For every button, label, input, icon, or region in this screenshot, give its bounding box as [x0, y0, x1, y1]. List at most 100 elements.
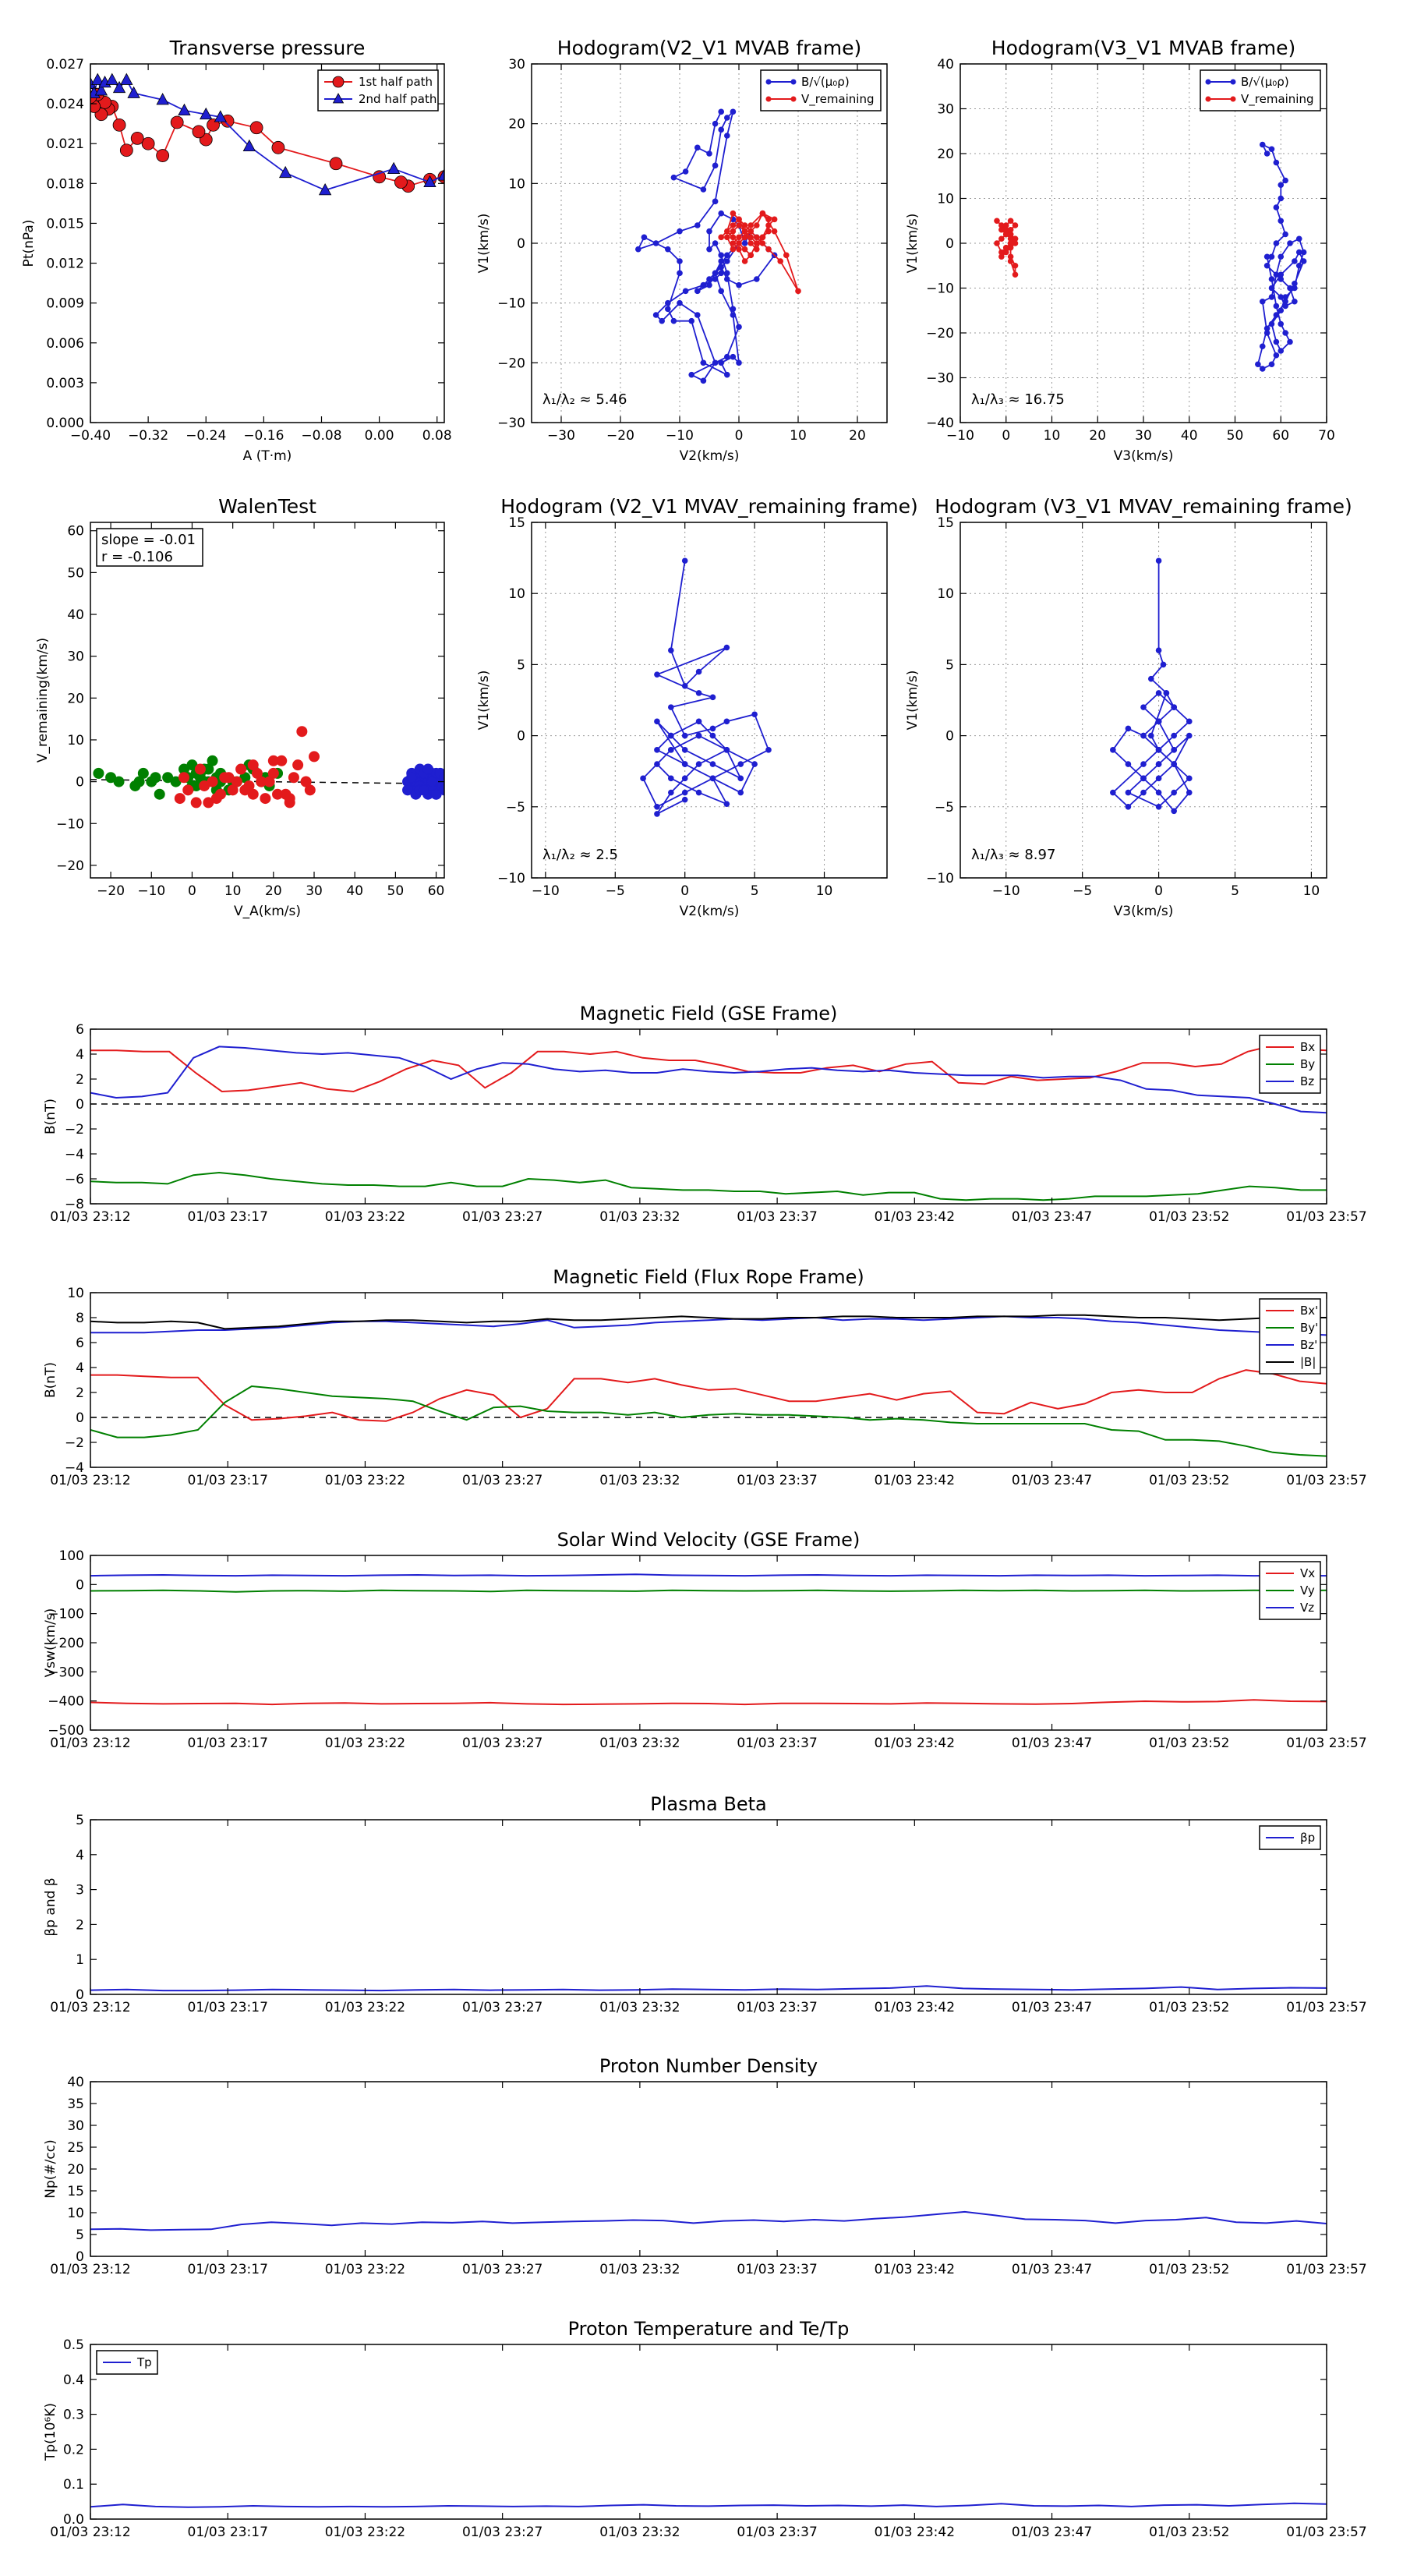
x-tick-label: 01/03 23:17 — [188, 1209, 268, 1225]
data-point — [1171, 747, 1177, 753]
data-point — [1300, 258, 1307, 264]
y-tick-label: 8 — [76, 1311, 84, 1326]
data-point — [741, 246, 748, 253]
data-point — [430, 788, 442, 800]
legend-label: V_remaining — [801, 92, 875, 107]
series-vx — [90, 1699, 1327, 1706]
series-line — [90, 1985, 1327, 1992]
y-tick-label: −5 — [506, 800, 525, 816]
data-point — [154, 788, 165, 800]
ratio-annotation: λ₁/λ₂ ≈ 2.5 — [542, 847, 618, 863]
data-point — [998, 235, 1005, 242]
series-line — [90, 1044, 1327, 1093]
data-point — [1007, 218, 1014, 225]
data-point — [654, 761, 660, 767]
data-point — [1155, 690, 1162, 696]
data-point — [1007, 235, 1014, 242]
data-point — [694, 222, 701, 228]
data-point — [113, 776, 125, 787]
data-point — [795, 288, 801, 295]
x-tick-label: 01/03 23:27 — [462, 2000, 542, 2015]
data-point — [747, 252, 754, 259]
x-tick-label: 10 — [816, 883, 833, 899]
data-point — [1012, 222, 1019, 228]
x-tick-label: −0.16 — [243, 428, 284, 444]
data-point — [1273, 338, 1280, 345]
y-tick-label: 0 — [517, 236, 525, 252]
y-tick-label: 30 — [508, 57, 525, 73]
ratio-annotation: λ₁/λ₃ ≈ 8.97 — [971, 847, 1055, 863]
data-point — [1278, 218, 1285, 225]
data-point — [272, 788, 284, 800]
x-tick-label: 70 — [1318, 428, 1335, 444]
data-point — [1012, 240, 1019, 246]
data-point — [654, 671, 660, 678]
legend: βp — [1259, 1825, 1321, 1850]
data-point — [747, 240, 754, 246]
ratio-annotation: λ₁/λ₂ ≈ 5.46 — [542, 391, 627, 408]
data-point — [120, 73, 133, 85]
data-point — [1125, 789, 1132, 796]
x-tick-label: −10 — [946, 428, 974, 444]
x-tick-label: −10 — [532, 883, 560, 899]
data-point — [709, 725, 716, 732]
chart-title: Hodogram (V2_V1 MVAV_remaining frame) — [500, 495, 918, 518]
data-point — [1110, 789, 1116, 796]
series-bz- — [90, 1315, 1327, 1336]
data-point — [700, 281, 707, 288]
plot-frame — [90, 63, 445, 423]
data-point — [668, 789, 674, 796]
x-tick-label: 01/03 23:27 — [462, 2525, 542, 2540]
series-b- — [1255, 141, 1307, 372]
x-tick-label: 40 — [1181, 428, 1198, 444]
data-point — [1140, 761, 1147, 767]
data-point — [712, 359, 719, 366]
data-point — [249, 121, 263, 135]
x-tick-label: 10 — [1044, 428, 1061, 444]
y-tick-label: 0 — [76, 775, 84, 791]
x-tick-label: 01/03 23:52 — [1149, 2262, 1229, 2277]
data-point — [681, 761, 688, 767]
legend-label: Bz — [1300, 1074, 1314, 1088]
data-point — [1002, 222, 1009, 228]
data-point — [1273, 240, 1280, 246]
data-point — [1140, 732, 1147, 739]
legend-label: By' — [1300, 1321, 1318, 1335]
x-tick-label: 01/03 23:52 — [1149, 1736, 1229, 1751]
data-point — [682, 288, 689, 295]
data-point — [1263, 330, 1270, 336]
y-tick-label: 0.021 — [46, 136, 84, 152]
data-point — [754, 222, 760, 228]
x-tick-label: 01/03 23:32 — [599, 2262, 680, 2277]
data-point — [1012, 235, 1019, 242]
data-point — [709, 732, 716, 739]
x-tick-label: 01/03 23:42 — [875, 2000, 955, 2015]
data-point — [284, 793, 295, 805]
legend-label: 1st half path — [359, 75, 433, 89]
y-tick-label: 0.0 — [63, 2512, 84, 2528]
y-tick-label: 10 — [67, 2206, 84, 2221]
y-axis-label: V1(km/s) — [905, 214, 921, 274]
x-tick-label: 01/03 23:32 — [599, 1736, 680, 1751]
data-point — [681, 747, 688, 753]
series-line — [90, 1573, 1327, 1577]
data-point — [130, 132, 144, 145]
x-tick-label: 01/03 23:57 — [1286, 2000, 1366, 2015]
data-point — [730, 108, 737, 115]
data-point — [1007, 244, 1014, 251]
data-point — [695, 789, 702, 796]
y-tick-label: −6 — [65, 1172, 84, 1187]
data-point — [1140, 789, 1147, 796]
y-tick-label: 0.006 — [46, 336, 84, 352]
y-tick-label: 0.027 — [46, 57, 84, 73]
data-point — [1278, 195, 1285, 202]
series-v-remaining — [718, 210, 801, 295]
data-point — [150, 772, 161, 784]
data-point — [777, 258, 783, 264]
data-point — [695, 732, 702, 739]
y-tick-label: 10 — [67, 1286, 84, 1301]
chart-title: WalenTest — [218, 495, 316, 518]
data-point — [178, 103, 191, 116]
